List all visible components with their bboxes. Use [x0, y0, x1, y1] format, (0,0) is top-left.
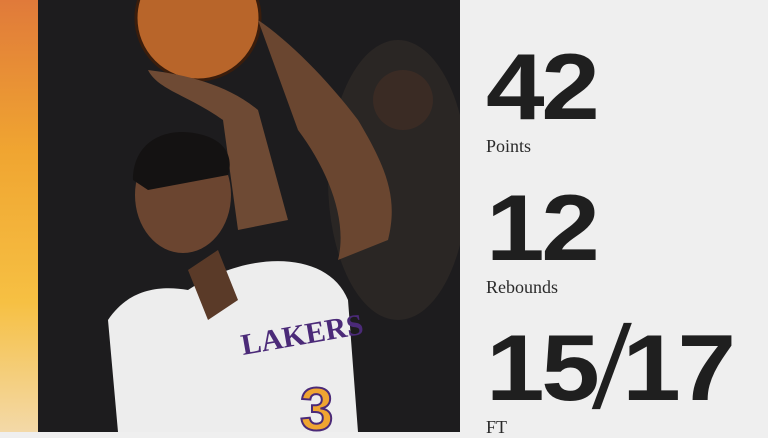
ft-made: 15	[486, 315, 600, 420]
stat-value: 12	[486, 175, 600, 280]
basketball	[134, 0, 262, 82]
stat-value: 15/17	[486, 302, 736, 433]
player-photo: LAKERS 3	[38, 0, 460, 432]
accent-gradient-strip	[0, 0, 38, 432]
stat-rebounds: 12 Rebounds	[486, 181, 600, 298]
stats-panel: 42 Points 12 Rebounds 15/17 FT	[460, 0, 768, 437]
stat-label: Points	[486, 136, 532, 156]
player-hair	[133, 132, 230, 190]
stat-label: Rebounds	[486, 277, 558, 297]
left-arm	[148, 70, 288, 230]
jersey	[108, 261, 358, 432]
stat-free-throws: 15/17 FT	[486, 302, 736, 438]
stat-points: 42 Points	[486, 40, 600, 157]
player-illustration: LAKERS 3	[108, 0, 460, 432]
background-head	[373, 70, 433, 130]
ft-attempted: 17	[622, 315, 736, 420]
player-neck	[188, 250, 238, 320]
right-arm	[258, 20, 392, 260]
jersey-number: 3	[300, 376, 333, 432]
stat-value: 42	[486, 34, 600, 139]
